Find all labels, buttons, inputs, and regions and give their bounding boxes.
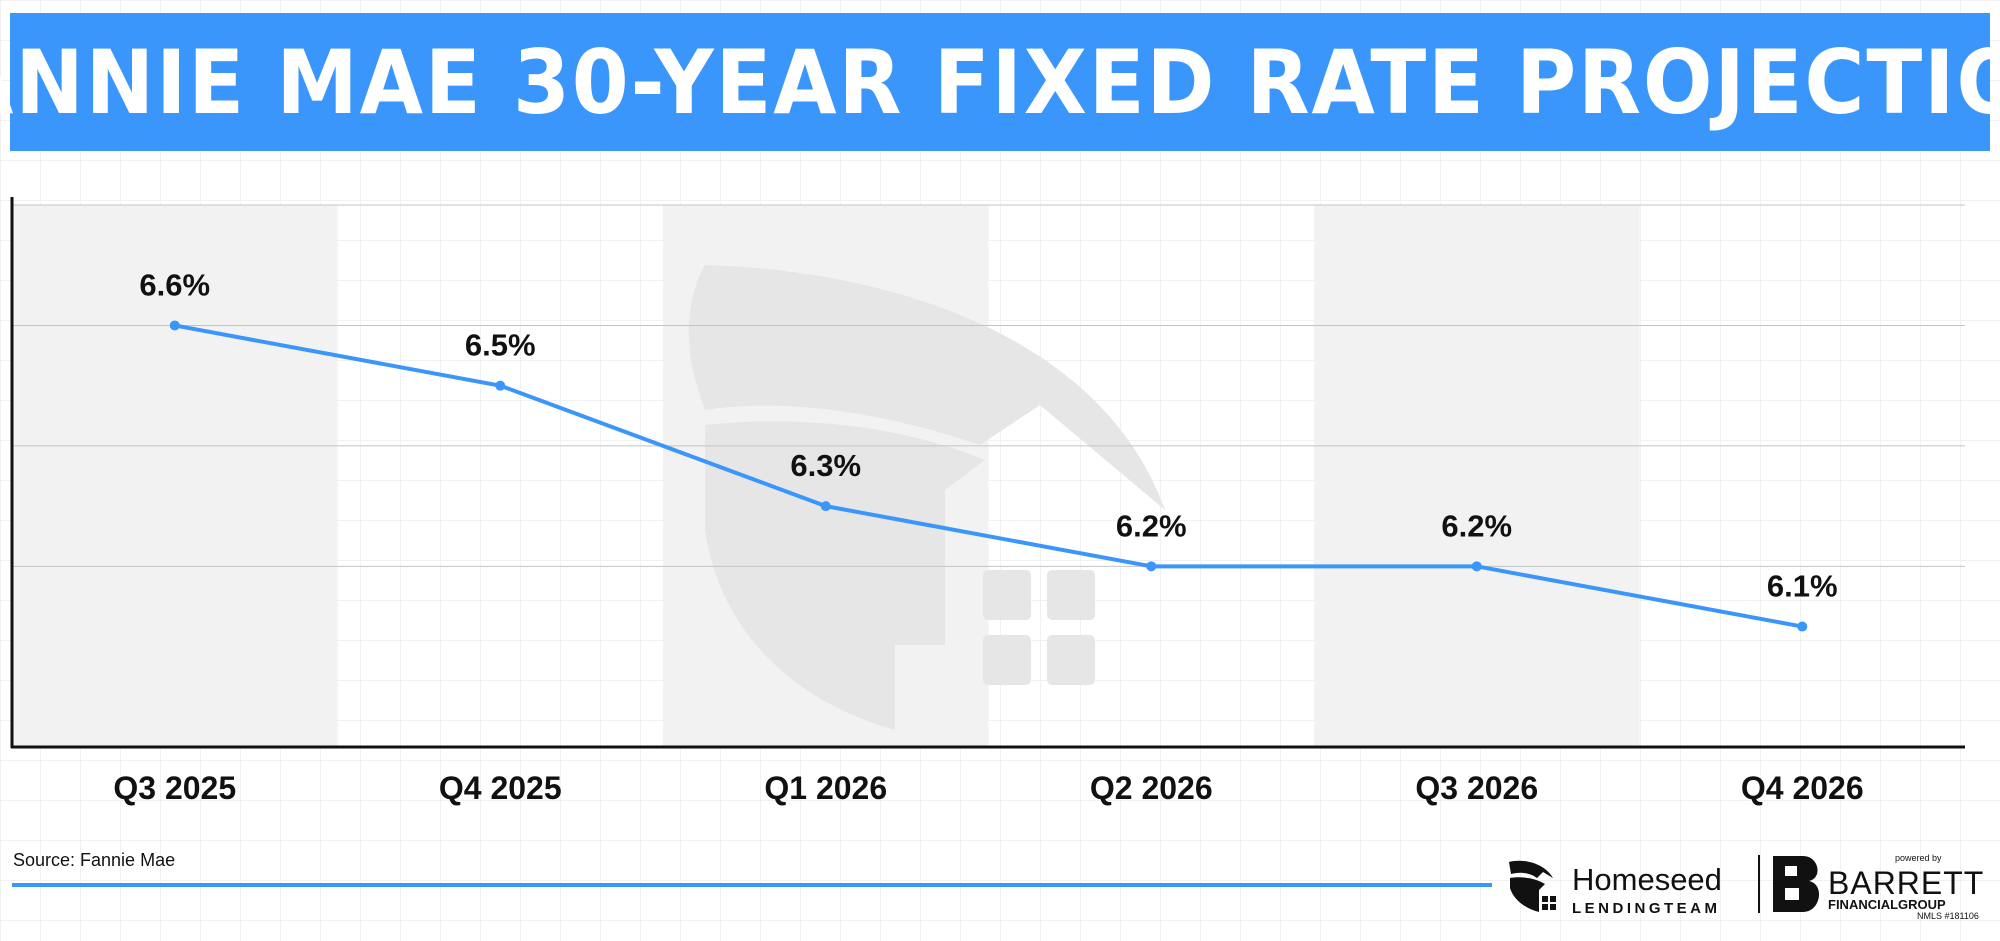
data-point [1797, 621, 1808, 632]
nmls-number: NMLS #181106 [1917, 911, 1979, 920]
x-tick-label: Q4 2026 [1741, 770, 1864, 806]
chart-title: FANNIE MAE 30-YEAR FIXED RATE PROJECTION [0, 30, 2000, 134]
homeseed-watermark-icon [688, 265, 1165, 730]
data-label: 6.6% [139, 267, 210, 302]
data-label: 6.2% [1441, 508, 1512, 543]
source-note: Source: Fannie Mae [13, 850, 176, 870]
line-chart: 6.6% 6.5% 6.3% 6.2% 6.2% 6.1% Q3 2025 Q4 2025 Q… [10, 197, 1965, 806]
homeseed-name: Homeseed [1572, 862, 1722, 897]
x-tick-label: Q2 2026 [1090, 770, 1213, 806]
data-label: 6.3% [790, 448, 861, 483]
watermark-window [1047, 570, 1095, 620]
barrett-name: BARRETT [1828, 865, 1984, 901]
x-tick-label: Q3 2025 [113, 770, 236, 806]
watermark-swoosh [688, 265, 1165, 510]
powered-by: powered by [1895, 853, 1942, 863]
data-point [820, 501, 831, 512]
watermark-window [983, 570, 1031, 620]
series-line [174, 323, 1803, 629]
barrett-b-icon [1773, 856, 1820, 912]
homeseed-logo-icon [1509, 860, 1556, 912]
footer-rule [12, 883, 1492, 887]
barrett-sub: FINANCIALGROUP [1828, 897, 1946, 912]
column-band [1314, 205, 1640, 747]
watermark-leaf [705, 421, 985, 730]
title-banner: FANNIE MAE 30-YEAR FIXED RATE PROJECTION [0, 13, 2000, 151]
data-point [1146, 561, 1157, 572]
data-point [495, 380, 506, 391]
data-point [1471, 561, 1482, 572]
logo-divider [1758, 855, 1760, 913]
data-label: 6.1% [1767, 569, 1838, 604]
column-band [12, 205, 338, 747]
x-tick-label: Q3 2026 [1415, 770, 1538, 806]
brand-logos: Homeseed LENDINGTEAM powered by BARRETT … [1509, 853, 1984, 920]
data-point [169, 320, 180, 331]
watermark-window [1047, 635, 1095, 685]
homeseed-sub: LENDINGTEAM [1572, 900, 1721, 917]
x-tick-label: Q1 2026 [764, 770, 887, 806]
x-tick-label: Q4 2025 [439, 770, 562, 806]
data-label: 6.5% [465, 328, 536, 363]
data-label: 6.2% [1116, 508, 1187, 543]
watermark-window [983, 635, 1031, 685]
